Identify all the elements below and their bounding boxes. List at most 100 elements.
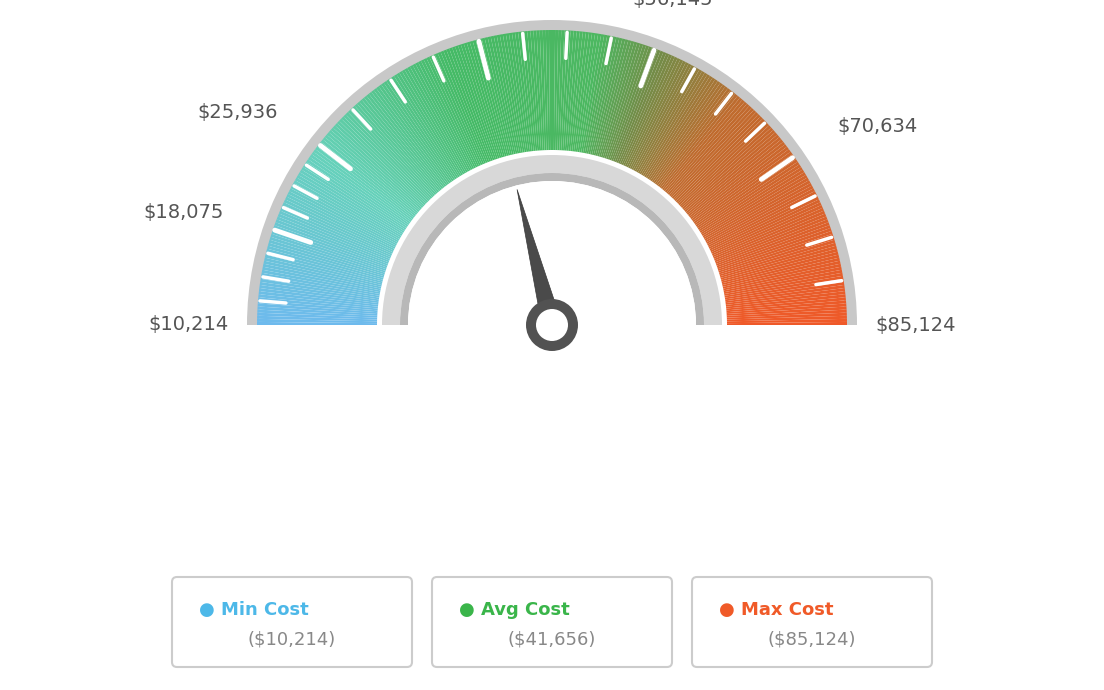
- Wedge shape: [263, 267, 381, 292]
- Wedge shape: [299, 170, 403, 235]
- Wedge shape: [261, 276, 380, 297]
- Wedge shape: [278, 213, 390, 261]
- Wedge shape: [613, 48, 658, 161]
- Wedge shape: [337, 121, 426, 205]
- Wedge shape: [298, 172, 402, 236]
- Text: $56,145: $56,145: [633, 0, 713, 9]
- Wedge shape: [258, 297, 378, 310]
- Wedge shape: [603, 43, 640, 158]
- Wedge shape: [714, 213, 826, 261]
- Wedge shape: [601, 41, 637, 157]
- Wedge shape: [676, 117, 763, 203]
- Wedge shape: [396, 72, 461, 176]
- Text: $10,214: $10,214: [149, 315, 229, 335]
- Wedge shape: [266, 252, 382, 284]
- Wedge shape: [432, 55, 482, 165]
- Wedge shape: [476, 39, 509, 156]
- Wedge shape: [282, 205, 392, 255]
- Wedge shape: [649, 79, 718, 180]
- Text: $25,936: $25,936: [198, 103, 278, 122]
- Wedge shape: [458, 44, 498, 159]
- Wedge shape: [571, 32, 586, 151]
- Wedge shape: [723, 264, 841, 290]
- Wedge shape: [658, 90, 733, 187]
- Wedge shape: [591, 37, 619, 155]
- Wedge shape: [682, 128, 773, 209]
- Wedge shape: [331, 128, 422, 209]
- Wedge shape: [716, 222, 829, 266]
- Wedge shape: [552, 30, 555, 150]
- Wedge shape: [435, 53, 485, 164]
- Wedge shape: [704, 180, 810, 241]
- Wedge shape: [308, 157, 408, 226]
- Wedge shape: [386, 79, 455, 180]
- Wedge shape: [722, 252, 838, 284]
- Wedge shape: [473, 40, 507, 157]
- Circle shape: [526, 299, 578, 351]
- Wedge shape: [500, 34, 523, 152]
- Wedge shape: [726, 310, 847, 317]
- Wedge shape: [429, 55, 481, 166]
- Wedge shape: [647, 77, 715, 179]
- Wedge shape: [272, 231, 386, 271]
- Wedge shape: [259, 288, 379, 305]
- Wedge shape: [660, 94, 737, 189]
- Wedge shape: [257, 313, 378, 319]
- Text: $85,124: $85,124: [875, 315, 955, 335]
- Wedge shape: [726, 316, 847, 322]
- Wedge shape: [719, 234, 834, 273]
- Wedge shape: [724, 276, 843, 297]
- Wedge shape: [554, 30, 559, 150]
- Wedge shape: [580, 34, 602, 152]
- Wedge shape: [726, 297, 846, 310]
- Wedge shape: [493, 35, 519, 153]
- Wedge shape: [723, 261, 840, 288]
- Wedge shape: [418, 61, 475, 169]
- Wedge shape: [726, 294, 846, 308]
- Text: ●: ●: [719, 601, 735, 619]
- Wedge shape: [257, 306, 378, 316]
- Wedge shape: [269, 237, 385, 275]
- Wedge shape: [664, 98, 742, 191]
- Wedge shape: [719, 237, 835, 275]
- Wedge shape: [533, 30, 543, 150]
- Wedge shape: [545, 30, 550, 150]
- Text: ($41,656): ($41,656): [508, 631, 596, 649]
- Wedge shape: [576, 32, 595, 152]
- Wedge shape: [726, 313, 847, 319]
- Wedge shape: [258, 291, 379, 307]
- Wedge shape: [293, 183, 399, 242]
- Wedge shape: [404, 68, 466, 173]
- Wedge shape: [721, 248, 838, 282]
- Wedge shape: [716, 225, 830, 268]
- Wedge shape: [268, 243, 384, 278]
- Wedge shape: [407, 66, 468, 172]
- Wedge shape: [650, 81, 721, 181]
- Wedge shape: [283, 202, 393, 254]
- Wedge shape: [668, 104, 750, 195]
- Wedge shape: [543, 30, 549, 150]
- Wedge shape: [692, 149, 790, 222]
- Wedge shape: [643, 72, 708, 176]
- Wedge shape: [343, 115, 429, 201]
- Wedge shape: [268, 239, 384, 276]
- Wedge shape: [581, 34, 604, 152]
- Wedge shape: [257, 310, 378, 317]
- Wedge shape: [258, 300, 378, 312]
- Wedge shape: [464, 43, 501, 158]
- Wedge shape: [280, 208, 392, 257]
- Wedge shape: [619, 53, 669, 164]
- Wedge shape: [698, 161, 799, 230]
- Wedge shape: [521, 31, 535, 151]
- Wedge shape: [524, 31, 538, 151]
- Wedge shape: [718, 228, 831, 269]
- Wedge shape: [707, 188, 815, 246]
- Wedge shape: [264, 261, 381, 288]
- Wedge shape: [295, 177, 401, 239]
- Wedge shape: [297, 175, 402, 237]
- Wedge shape: [301, 167, 404, 233]
- Wedge shape: [306, 159, 407, 228]
- Wedge shape: [275, 222, 388, 266]
- Wedge shape: [713, 210, 825, 259]
- Text: ($85,124): ($85,124): [767, 631, 857, 649]
